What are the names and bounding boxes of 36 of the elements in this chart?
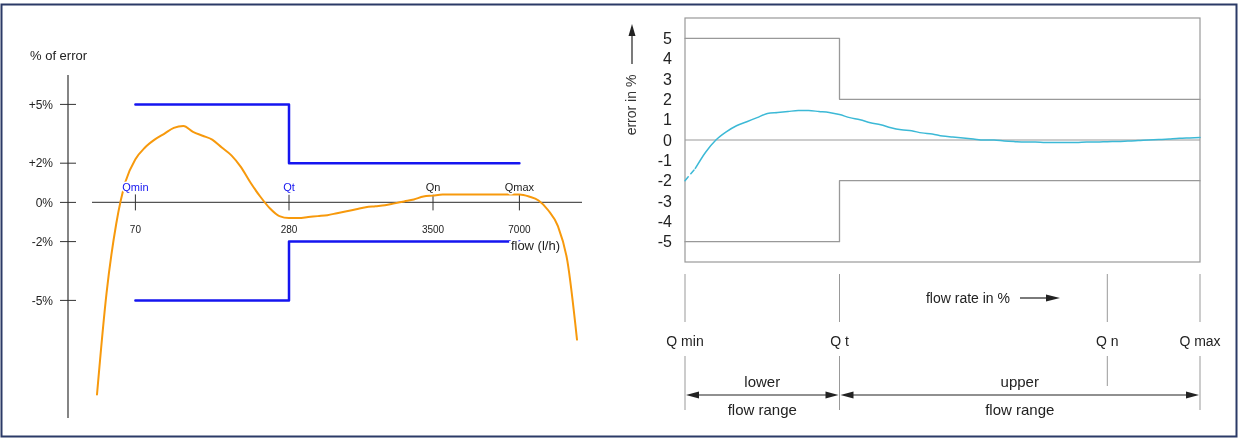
y-tick-label: -2% bbox=[31, 234, 54, 249]
y-tick-label: -2 bbox=[657, 172, 673, 190]
x-tick-label: Q n bbox=[1096, 333, 1119, 349]
x-axis-title: flow rate in % bbox=[925, 290, 1010, 306]
y-tick-label: 4 bbox=[663, 50, 673, 68]
annotation: Qmax bbox=[504, 181, 535, 194]
y-tick-label: -5% bbox=[31, 293, 54, 308]
x-tick-label: 7000 bbox=[508, 224, 531, 236]
y-tick-label: 5 bbox=[663, 29, 673, 47]
y-tick-label: -3 bbox=[657, 192, 673, 210]
annotation: Qt bbox=[283, 181, 295, 194]
x-tick-label: 280 bbox=[280, 224, 298, 236]
y-tick-label: +5% bbox=[28, 97, 54, 112]
y-tick-label: -4 bbox=[657, 212, 673, 230]
text: lower bbox=[744, 373, 781, 390]
text: flow range bbox=[985, 401, 1055, 418]
x-tick-label: 3500 bbox=[421, 224, 445, 236]
y-tick-label: 0% bbox=[35, 195, 54, 210]
text: flow range bbox=[727, 401, 797, 418]
annotation: Qn bbox=[425, 181, 441, 194]
y-tick-label: 0 bbox=[663, 131, 673, 149]
y-tick-label: 3 bbox=[663, 70, 673, 88]
x-tick-label: Q t bbox=[830, 333, 849, 349]
y-axis-title: error in % bbox=[623, 74, 639, 136]
x-tick-label: Q max bbox=[1179, 333, 1221, 349]
y-tick-label: 2 bbox=[663, 90, 673, 108]
x-tick-label: 70 bbox=[129, 224, 142, 236]
line-series bbox=[96, 124, 578, 396]
text: upper bbox=[1000, 373, 1039, 390]
y-axis-title: % of error bbox=[30, 48, 88, 63]
y-tick-label: -1 bbox=[657, 151, 673, 169]
y-tick-label: 1 bbox=[663, 111, 673, 129]
x-axis-title: flow (l/h) bbox=[510, 238, 560, 254]
x-tick-label: Q min bbox=[666, 333, 704, 349]
y-tick-label: +2% bbox=[28, 156, 54, 171]
y-tick-label: -5 bbox=[657, 233, 673, 251]
